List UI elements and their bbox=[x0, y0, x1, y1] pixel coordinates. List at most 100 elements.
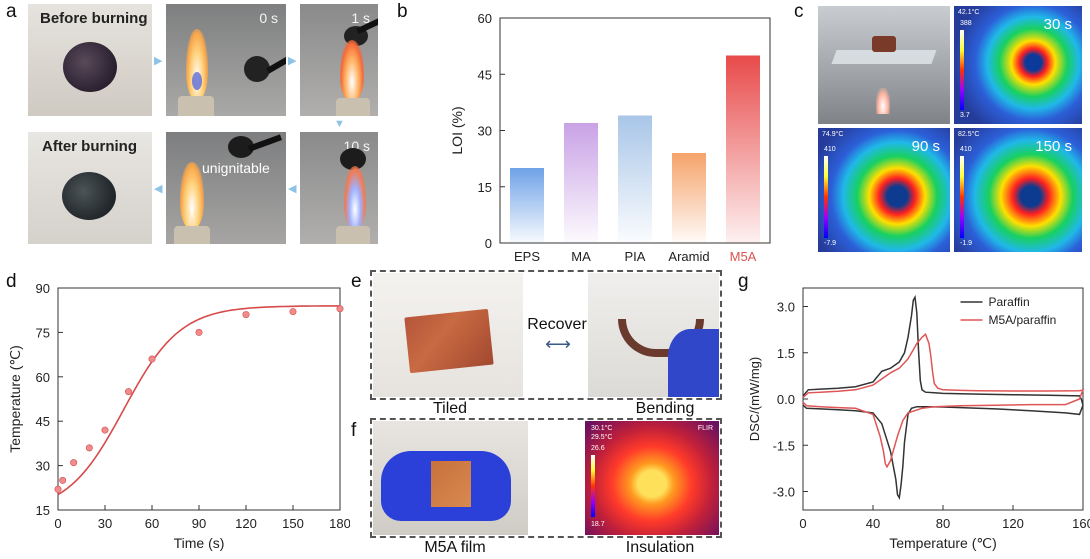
panel-a-label: a bbox=[6, 1, 17, 22]
loi-bar-chart: 0 15 30 45 60 EPS MA PIA Aramid M5A LOI (%) bbox=[449, 11, 771, 264]
y-tick-label: 15 bbox=[478, 180, 492, 195]
after-burning-text: After burning bbox=[42, 138, 137, 155]
glass-plate bbox=[831, 50, 937, 64]
photo-unignitable: unignitable bbox=[166, 132, 286, 244]
x-tick-label: Aramid bbox=[668, 249, 709, 264]
scale-top: 410 bbox=[824, 146, 836, 153]
x-tick-label: 120 bbox=[235, 516, 257, 531]
flame-core-icon bbox=[192, 72, 202, 90]
y-tick-label: -1.5 bbox=[773, 438, 795, 453]
data-point bbox=[336, 305, 344, 313]
y-tick-label: 3.0 bbox=[777, 300, 795, 315]
y-axis-label: LOI (%) bbox=[449, 106, 465, 154]
y-tick-label: 0 bbox=[485, 236, 492, 251]
y-axis-label: DSC/(mW/mg) bbox=[747, 357, 762, 442]
temp-readout-90s: 74.9°C bbox=[822, 131, 844, 138]
burner-icon bbox=[178, 96, 214, 116]
arrow-left-icon: ◀ bbox=[154, 183, 163, 195]
flame-icon bbox=[876, 88, 890, 114]
sample-disc-held bbox=[340, 148, 366, 170]
color-scale-bar bbox=[824, 156, 828, 238]
sample-disc-held bbox=[244, 56, 270, 82]
data-point bbox=[195, 328, 203, 336]
bar-pia bbox=[618, 115, 652, 243]
y-tick-label: 75 bbox=[36, 325, 50, 340]
photo-flame-10s: 10 s bbox=[300, 132, 378, 244]
x-axis-label: Temperature (℃) bbox=[889, 535, 997, 551]
flir-logo: FLIR bbox=[697, 425, 713, 432]
film-sample bbox=[431, 461, 471, 507]
time-30s: 30 s bbox=[1043, 16, 1072, 33]
panel-g-label: g bbox=[738, 271, 749, 292]
photo-bending-film bbox=[588, 273, 719, 397]
series-line-m5a-paraffin bbox=[802, 333, 1085, 469]
x-tick-label: EPS bbox=[514, 249, 540, 264]
flame-icon bbox=[186, 29, 208, 99]
time-1s: 1 s bbox=[351, 10, 370, 26]
panel-c-label: c bbox=[794, 1, 804, 22]
y-tick-label: 45 bbox=[36, 414, 50, 429]
temp-readout-30s: 42.1°C bbox=[958, 9, 980, 16]
sample-disc-held bbox=[228, 136, 254, 158]
x-tick-label: M5A bbox=[730, 249, 757, 264]
flame-icon bbox=[180, 162, 204, 228]
bar-ma bbox=[564, 123, 598, 243]
time-90s: 90 s bbox=[911, 138, 940, 155]
sample-disc bbox=[62, 172, 116, 220]
arrow-down-icon: ▼ bbox=[334, 118, 345, 130]
scale-top: 388 bbox=[960, 20, 972, 27]
color-scale-bar bbox=[960, 30, 964, 110]
data-point bbox=[101, 426, 109, 434]
temperature-time-chart: 15 30 45 60 75 90 0 30 60 90 120 150 180 Time (s) Temp… bbox=[7, 281, 350, 551]
panel-b-label: b bbox=[397, 1, 408, 22]
data-point bbox=[289, 308, 297, 316]
thermal-image-150s: 82.5°C 150 s 410 -1.9 bbox=[954, 128, 1082, 252]
photo-before-burning: Before burning bbox=[28, 4, 152, 116]
before-burning-text: Before burning bbox=[40, 10, 148, 27]
y-tick-label: 15 bbox=[36, 503, 50, 518]
scale-bottom: 18.7 bbox=[591, 521, 605, 528]
thermal-image-30s: 42.1°C 30 s 388 3.7 bbox=[954, 6, 1082, 124]
data-point bbox=[148, 355, 156, 363]
temp-readout-1: 30.1°C bbox=[591, 425, 613, 432]
x-tick-label: PIA bbox=[625, 249, 646, 264]
photo-thermal-setup bbox=[818, 6, 950, 124]
sample-disc bbox=[63, 42, 117, 92]
burner-icon bbox=[336, 98, 370, 116]
arrow-right-icon: ▶ bbox=[154, 55, 163, 67]
arrow-right-icon: ▶ bbox=[288, 55, 297, 67]
flame-icon bbox=[344, 166, 366, 228]
photo-after-burning: After burning bbox=[28, 132, 152, 244]
data-point bbox=[70, 459, 78, 467]
x-tick-label: 160 bbox=[1072, 516, 1090, 531]
legend-entry: M5A/paraffin bbox=[989, 313, 1057, 327]
tweezer-icon bbox=[247, 134, 283, 152]
photo-m5a-film-hand bbox=[373, 421, 528, 535]
m5a-film-caption: M5A film bbox=[424, 539, 486, 556]
burner-icon bbox=[174, 226, 210, 244]
panel-e-label: e bbox=[351, 271, 362, 292]
scale-bottom: 3.7 bbox=[960, 112, 970, 119]
color-scale-bar bbox=[960, 156, 964, 238]
x-axis-label: Time (s) bbox=[174, 535, 225, 551]
bar-eps bbox=[510, 168, 544, 243]
y-tick-label: 0.0 bbox=[777, 392, 795, 407]
x-tick-label: 90 bbox=[192, 516, 206, 531]
arrow-left-icon: ◀ bbox=[288, 183, 297, 195]
glove-hand bbox=[668, 329, 719, 397]
data-point bbox=[54, 485, 62, 493]
burner-icon bbox=[336, 226, 370, 244]
y-tick-label: 45 bbox=[478, 67, 492, 82]
y-tick-label: 1.5 bbox=[777, 346, 795, 361]
color-scale-bar bbox=[591, 455, 595, 517]
y-tick-label: 30 bbox=[36, 459, 50, 474]
plot-frame bbox=[57, 287, 341, 511]
photo-flame-1s: 1 s bbox=[300, 4, 378, 116]
panel-f-box bbox=[370, 418, 722, 538]
unignitable-text: unignitable bbox=[202, 160, 270, 176]
legend-entry: Paraffin bbox=[989, 295, 1030, 309]
temp-readout-150s: 82.5°C bbox=[958, 131, 980, 138]
y-tick-label: 90 bbox=[36, 281, 50, 296]
bending-caption: Bending bbox=[635, 400, 695, 417]
panel-d-label: d bbox=[6, 271, 17, 292]
